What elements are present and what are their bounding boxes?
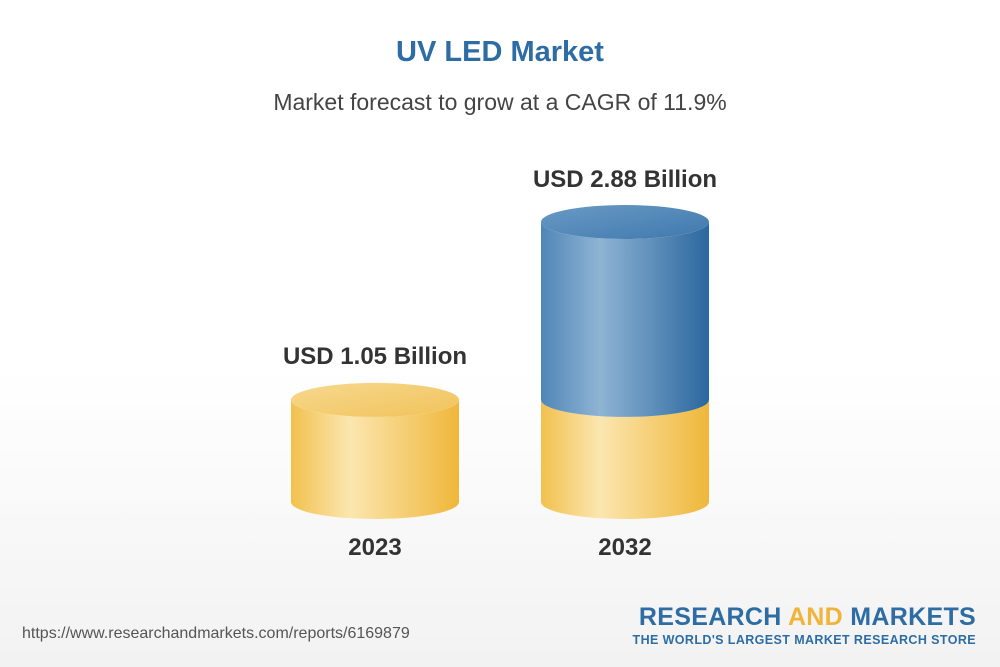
bar-growth-segment-2032 [541,222,709,417]
source-url: https://www.researchandmarkets.com/repor… [22,625,410,642]
bar-2023 [291,382,459,519]
bar-body-2023 [291,399,459,519]
page-subtitle: Market forecast to grow at a CAGR of 11.… [273,89,727,115]
brand-name: RESEARCH AND MARKETS [638,603,976,631]
brand-logo: RESEARCH AND MARKETS THE WORLD'S LARGEST… [633,603,976,647]
category-label-2032: 2032 [598,534,651,561]
bar-top-2032 [541,205,709,239]
bar-top-2023 [291,382,459,417]
data-label-2032: USD 2.88 Billion [533,166,717,193]
brand-tagline: THE WORLD'S LARGEST MARKET RESEARCH STOR… [632,633,976,647]
page-title: UV LED Market [396,36,604,68]
category-label-2023: 2023 [348,534,401,561]
data-label-2023: USD 1.05 Billion [283,343,467,370]
bar-base-segment-2032 [541,399,709,519]
bar-2032 [541,205,709,519]
